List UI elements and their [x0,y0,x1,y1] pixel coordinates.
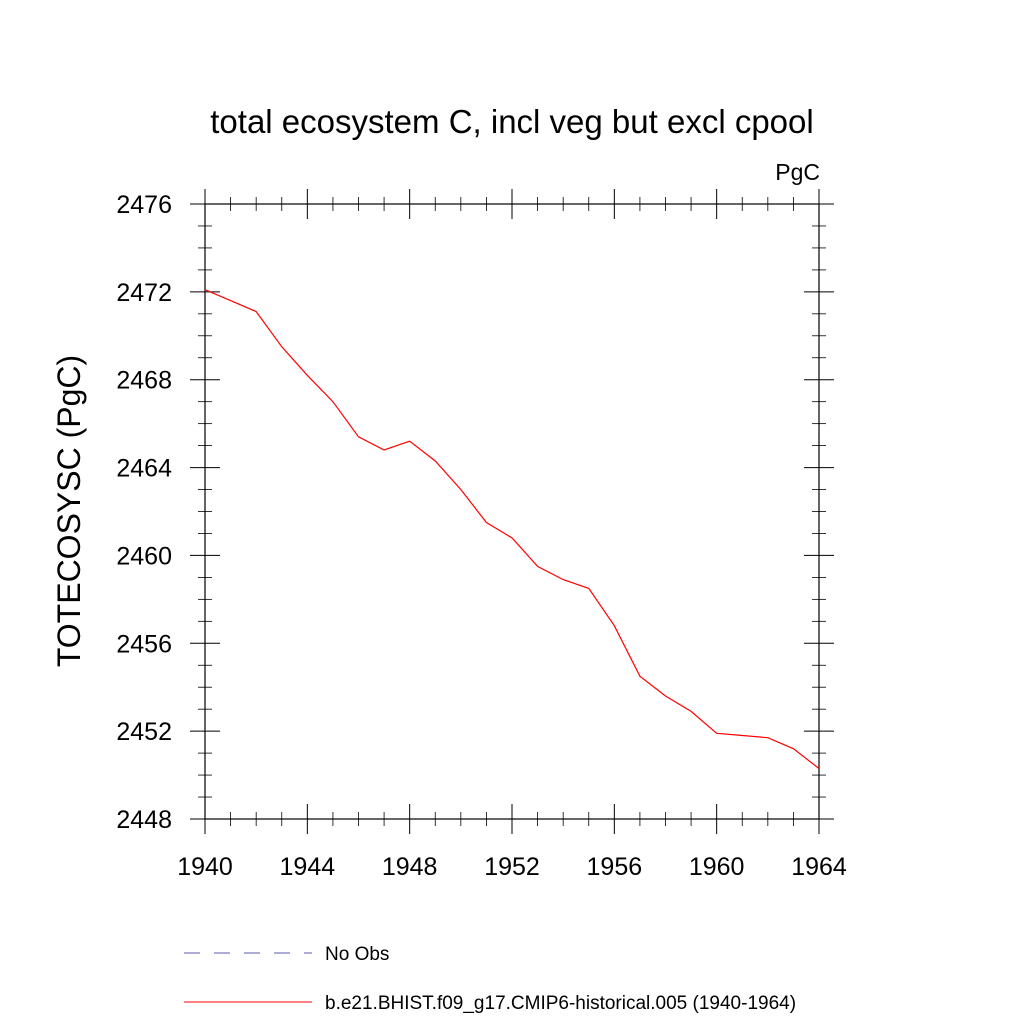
x-tick-label-0: 1940 [177,853,233,881]
plot-frame [204,203,820,820]
y-tick-label-1: 2452 [116,718,172,746]
axis-ticks [190,189,834,834]
y-axis-label: TOTECOSYSC (PgC) [51,355,87,667]
legend: No Obs b.e21.BHIST.f09_g17.CMIP6-historic… [184,944,796,1014]
x-tick-label-3: 1952 [484,853,540,881]
y-tick-label-5: 2468 [116,367,172,395]
y-tick-label-7: 2476 [116,191,172,219]
y-tick-label-3: 2460 [116,542,172,570]
units-label: PgC [775,159,820,185]
legend-label-0: No Obs [325,944,389,965]
y-tick-label-0: 2448 [116,806,172,834]
axis-tick-labels: 1940 1944 1948 1952 1956 1960 1964 2448 2452 2456… [116,191,847,881]
chart-title: total ecosystem C, incl veg but excl cpo… [210,103,813,140]
x-tick-label-6: 1964 [791,853,847,881]
x-tick-label-4: 1956 [587,853,643,881]
x-tick-label-1: 1944 [280,853,336,881]
legend-label-1: b.e21.BHIST.f09_g17.CMIP6-historical.005… [325,993,796,1014]
series-line-1 [204,289,820,769]
y-tick-label-2: 2456 [116,630,172,658]
x-tick-label-5: 1960 [689,853,745,881]
x-tick-label-2: 1948 [382,853,438,881]
y-tick-label-6: 2472 [116,279,172,307]
y-tick-label-4: 2464 [116,455,172,483]
series-lines [204,289,820,769]
